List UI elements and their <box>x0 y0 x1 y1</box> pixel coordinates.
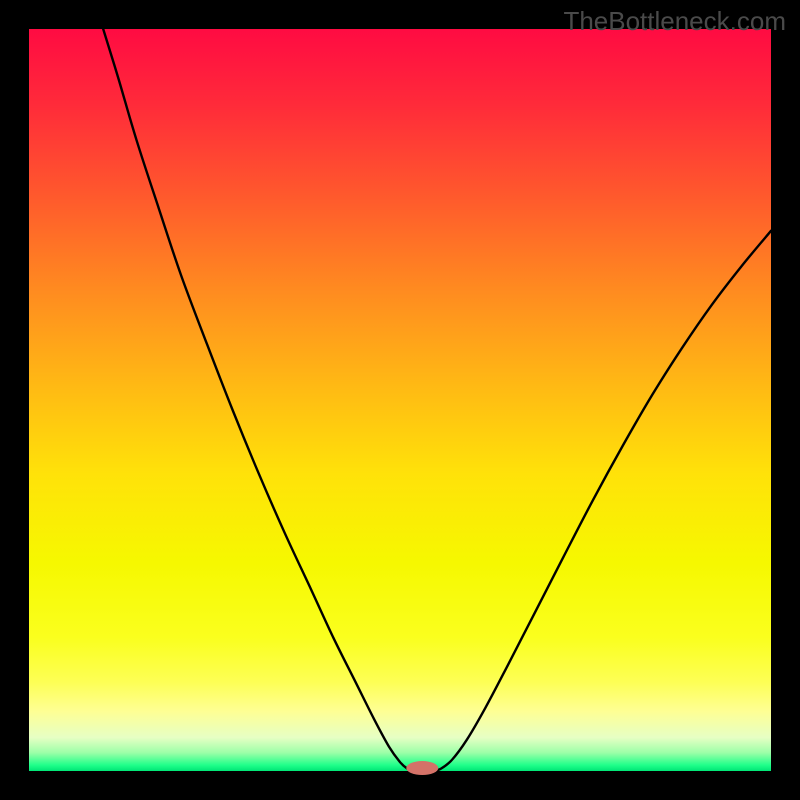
chart-stage: TheBottleneck.com <box>0 0 800 800</box>
plot-area-gradient <box>29 29 771 771</box>
bottleneck-chart-svg <box>0 0 800 800</box>
valley-marker <box>406 761 438 775</box>
